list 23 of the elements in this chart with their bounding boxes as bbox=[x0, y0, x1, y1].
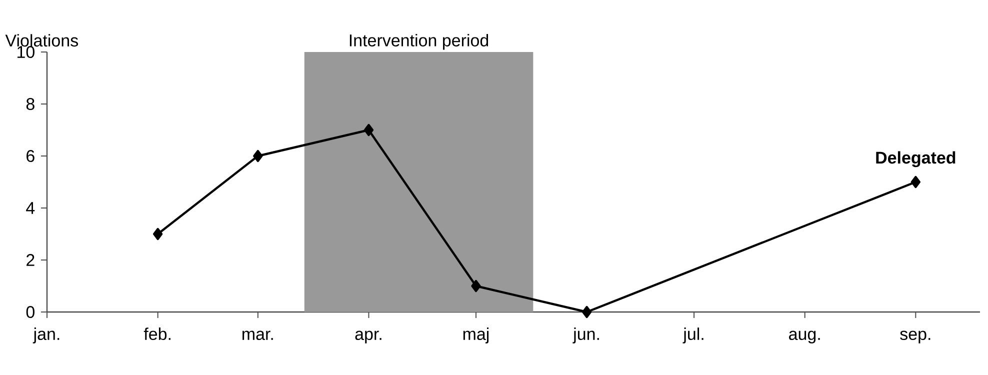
x-tick-label: jul. bbox=[682, 328, 704, 344]
y-tick-label: 2 bbox=[26, 254, 34, 266]
y-tick-label: 6 bbox=[26, 150, 34, 162]
x-tick-label: feb. bbox=[144, 328, 170, 340]
point bbox=[910, 176, 921, 188]
x-tick-label: sep. bbox=[900, 330, 930, 344]
x-tick-label: mar. bbox=[242, 330, 273, 340]
y-tick-label: 8 bbox=[26, 98, 34, 110]
x-tick-label: aug. bbox=[789, 330, 820, 344]
point bbox=[582, 306, 592, 318]
x-tick-label: apr. bbox=[355, 330, 382, 344]
x-tick-label: maj bbox=[463, 328, 489, 344]
y-tick-label: 4 bbox=[26, 202, 35, 214]
band-label: Intervention period bbox=[350, 34, 488, 50]
point bbox=[253, 150, 263, 162]
y-tick-label: 10 bbox=[18, 46, 34, 58]
point bbox=[471, 280, 481, 292]
series-label: Delegated bbox=[876, 151, 956, 168]
point bbox=[364, 124, 374, 136]
y-axis-title: Violations bbox=[5, 34, 78, 47]
x-tick-label: jan. bbox=[32, 328, 60, 344]
y-tick-label: 0 bbox=[26, 306, 34, 318]
x-tick-label: jun. bbox=[572, 328, 599, 344]
